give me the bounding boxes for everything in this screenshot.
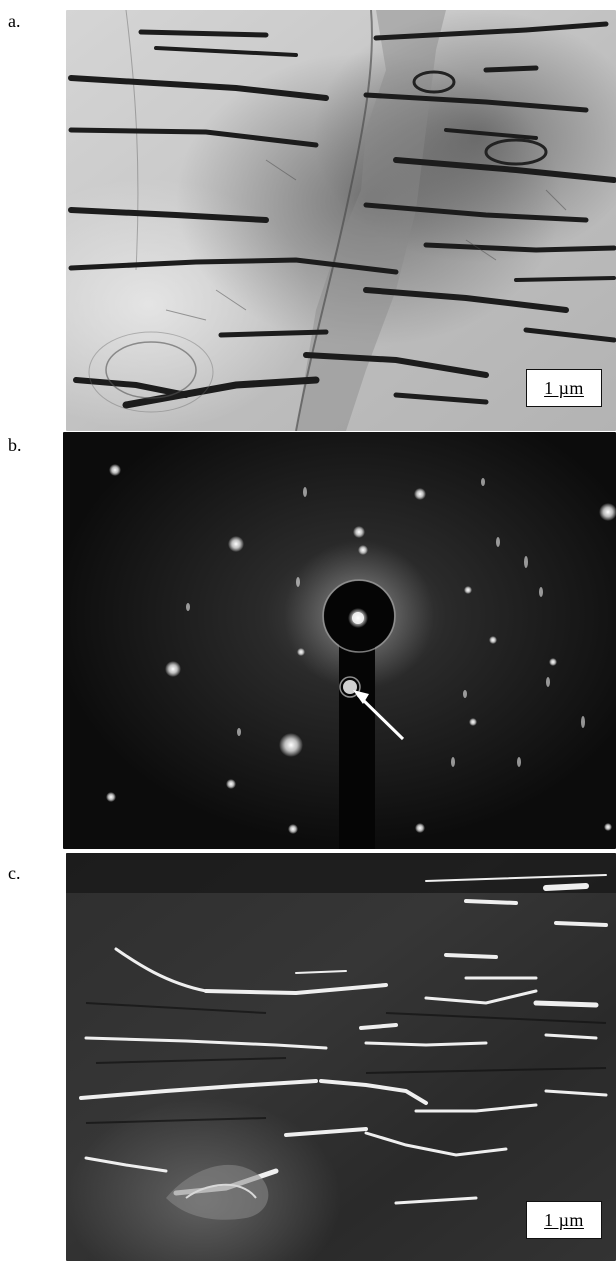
- panel-b-diffraction-pattern: [63, 432, 616, 849]
- panel-a-label: a.: [8, 11, 21, 31]
- panel-b-label: b.: [8, 435, 22, 455]
- panel-c-scale-bar: 1 µm: [526, 1201, 602, 1239]
- panel-a-brightfield-image: 1 µm: [66, 10, 616, 431]
- panel-c-label: c.: [8, 863, 21, 883]
- panel-c-darkfield-image: 1 µm: [66, 853, 616, 1261]
- panel-a-scale-bar: 1 µm: [526, 369, 602, 407]
- panel-c-scale-text: 1 µm: [544, 1209, 584, 1230]
- panel-a-scale-text: 1 µm: [544, 377, 584, 398]
